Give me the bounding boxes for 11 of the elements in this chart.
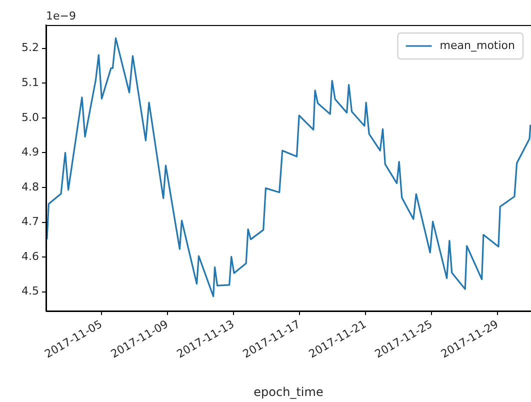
x-axis-title: epoch_time xyxy=(254,384,324,399)
y-tick-label: 5.1 xyxy=(22,76,39,89)
text: 1e−9 xyxy=(46,9,76,22)
y-tick-label: 4.6 xyxy=(22,250,39,263)
y-tick-label: 4.8 xyxy=(22,180,39,194)
legend-label: mean_motion xyxy=(440,38,516,52)
y-tick-label: 5.0 xyxy=(22,110,39,124)
y-tick-label: 4.7 xyxy=(22,215,39,228)
y-tick-label: 4.5 xyxy=(22,284,39,298)
y-tick-label: 5.2 xyxy=(22,41,39,54)
y-tick-label: 4.9 xyxy=(22,146,39,159)
